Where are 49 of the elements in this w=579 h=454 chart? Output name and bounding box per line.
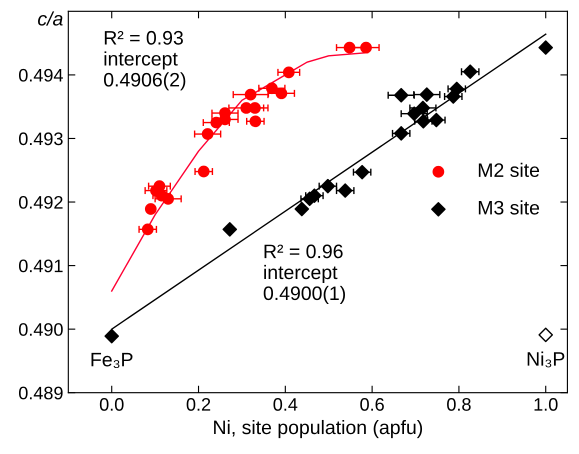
x-tick-label: 1.0	[534, 398, 558, 411]
y-tick-label: 0.492	[18, 196, 63, 209]
point	[360, 42, 372, 54]
point	[282, 66, 295, 78]
point	[202, 128, 214, 140]
x-tick-label: 0.2	[186, 398, 210, 411]
x-tick-label: 0.4	[273, 398, 298, 411]
point	[538, 40, 554, 55]
point	[104, 328, 120, 344]
point	[406, 106, 422, 121]
x-tick-label: 0.8	[447, 398, 471, 411]
point	[429, 112, 444, 128]
point	[416, 114, 431, 129]
point	[144, 203, 157, 215]
point	[244, 88, 256, 100]
y-tick-label: 0.493	[18, 132, 63, 146]
annotation: Fe₃P	[92, 352, 132, 368]
point	[354, 164, 370, 180]
point	[446, 89, 461, 104]
legend-label: M3 site	[478, 200, 540, 215]
point	[420, 87, 434, 102]
annotation: R² = 0.96 intercept 0.4900(1)	[264, 244, 345, 304]
point	[416, 100, 430, 116]
x-axis-title: Ni, site population (apfu)	[214, 420, 422, 438]
point	[294, 202, 310, 216]
point	[344, 42, 356, 54]
point	[249, 102, 261, 114]
point	[222, 222, 238, 237]
point	[394, 88, 408, 103]
y-tick-label: 0.491	[18, 260, 63, 272]
point	[338, 183, 352, 198]
point	[142, 224, 154, 236]
y-tick-label: 0.494	[18, 68, 63, 82]
point	[462, 64, 478, 80]
annotation: R² = 0.93 intercept 0.4906(2)	[104, 30, 186, 90]
y-axis-title: c/a	[38, 11, 63, 26]
x-tick-label: 0.6	[360, 398, 384, 411]
y-tick-label: 0.490	[18, 323, 63, 336]
point	[198, 166, 210, 178]
point	[276, 87, 288, 100]
annotation: Ni₃P	[528, 352, 564, 368]
legend-label: M2 site	[478, 162, 540, 178]
y-tick-label: 0.489	[18, 386, 63, 400]
point	[394, 126, 408, 141]
point	[320, 178, 336, 194]
x-tick-label: 0.0	[100, 398, 124, 411]
point	[250, 115, 262, 128]
point	[266, 82, 278, 94]
point	[538, 328, 554, 342]
